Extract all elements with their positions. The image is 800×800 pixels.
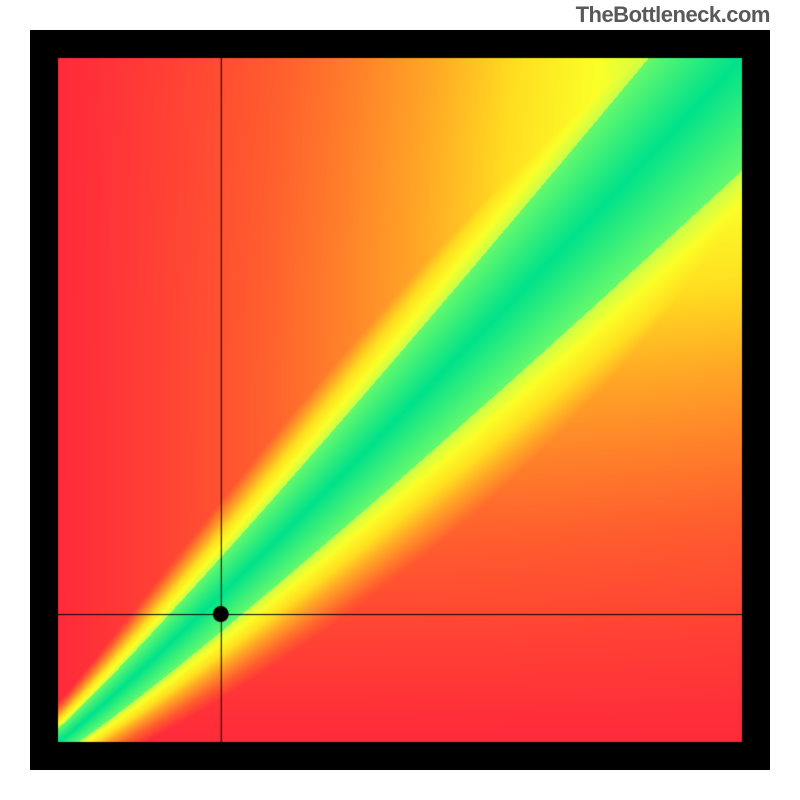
- attribution-text: TheBottleneck.com: [576, 2, 770, 28]
- heatmap-canvas: [30, 30, 770, 770]
- heatmap-frame: [30, 30, 770, 770]
